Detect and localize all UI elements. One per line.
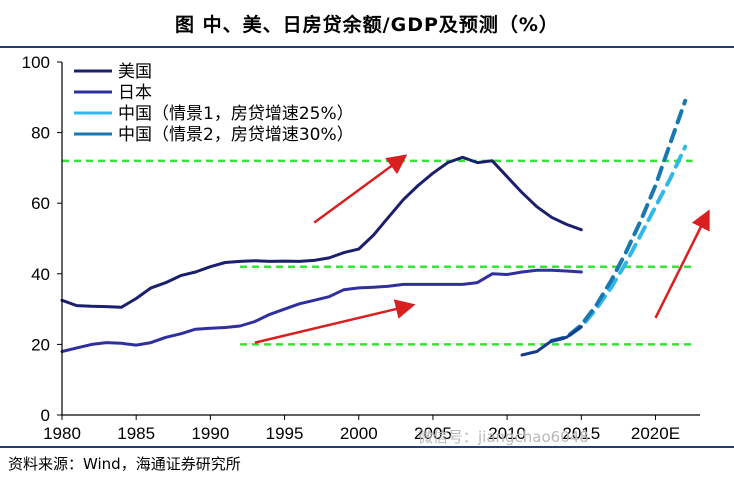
- legend-label: 中国（情景2，房贷增速30%）: [118, 125, 354, 145]
- chart-title-bar: 图 中、美、日房贷余额/GDP及预测（%）: [0, 0, 734, 46]
- y-tick-label: 40: [31, 265, 50, 284]
- x-tick-label: 1995: [266, 424, 304, 443]
- legend-label: 日本: [118, 83, 152, 103]
- chart-title: 图 中、美、日房贷余额/GDP及预测（%）: [175, 13, 559, 36]
- source-note: 资料来源：Wind，海通证券研究所: [8, 455, 241, 473]
- title-divider: [0, 46, 734, 48]
- series-line-2: [549, 144, 688, 343]
- watermark: 微信号：jiangchao6048: [418, 428, 589, 446]
- x-tick-label: 2010: [488, 424, 526, 443]
- x-tick-label: 1990: [191, 424, 229, 443]
- x-tick-label: 2015: [562, 424, 600, 443]
- x-tick-label: 2005: [414, 424, 452, 443]
- series-line-3: [549, 98, 688, 343]
- legend-label: 中国（情景1，房贷增速25%）: [118, 104, 354, 124]
- y-tick-label: 20: [31, 335, 50, 354]
- series-line-0: [60, 155, 583, 309]
- trend-arrow: [654, 209, 710, 319]
- x-tick-label: 1980: [43, 424, 81, 443]
- legend-label: 美国: [118, 62, 152, 82]
- series-line-1: [60, 268, 583, 353]
- trend-arrow: [313, 154, 408, 224]
- y-tick-label: 100: [22, 53, 50, 72]
- y-tick-label: 80: [31, 124, 50, 143]
- x-tick-label: 1985: [117, 424, 155, 443]
- y-tick-label: 60: [31, 194, 50, 213]
- y-tick-label: 0: [41, 406, 50, 425]
- x-tick-label: 2000: [340, 424, 378, 443]
- series-line-4: [520, 325, 583, 357]
- x-tick-label: 2020E: [631, 424, 680, 443]
- footer-divider: [0, 446, 734, 448]
- trend-arrow: [254, 299, 416, 344]
- line-chart: 0 20 40 60 80 100 1980 1985 1990 1995 2000 2005 2010…: [22, 53, 710, 443]
